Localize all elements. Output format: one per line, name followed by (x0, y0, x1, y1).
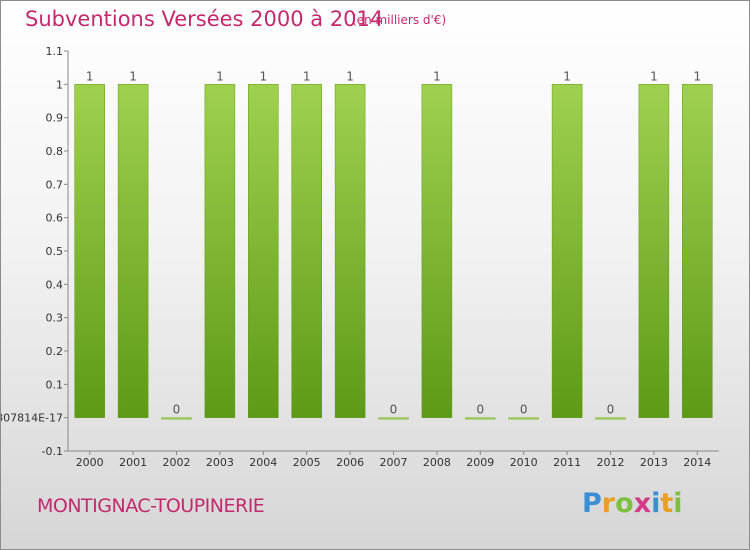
x-tick-label: 2007 (380, 456, 408, 469)
bar-value-label: 1 (86, 69, 94, 83)
chart-unit: (en milliers d'€) (352, 13, 447, 27)
bar (551, 84, 583, 418)
logo-letter: r (601, 488, 616, 519)
y-tick-label: 0.7 (46, 178, 64, 191)
x-tick-label: 2008 (423, 456, 451, 469)
y-tick-label: 0.8 (46, 145, 64, 158)
x-tick-label: 2005 (293, 456, 321, 469)
proxiti-logo[interactable]: Proxiti (582, 488, 683, 519)
logo-letter: x (633, 488, 652, 519)
bar (421, 84, 453, 418)
bar (291, 84, 322, 418)
y-tick-label: -0.1 (42, 445, 63, 458)
y-tick-label: 1 (56, 78, 63, 91)
bar (682, 84, 713, 418)
x-tick-label: 2003 (206, 456, 234, 469)
bar (508, 417, 539, 420)
y-tick-label: 0.6 (46, 212, 64, 225)
bar-value-label: 1 (693, 69, 701, 83)
bar-value-label: 1 (563, 69, 571, 83)
commune-name: MONTIGNAC-TOUPINERIE (37, 495, 265, 517)
bar-value-label: 1 (216, 69, 224, 83)
bar (465, 417, 496, 420)
x-tick-label: 2000 (76, 456, 104, 469)
x-tick-label: 2011 (553, 456, 581, 469)
y-tick-label: 0.5 (46, 245, 64, 258)
x-tick-label: 2014 (683, 456, 711, 469)
x-tick-label: 2010 (510, 456, 538, 469)
y-tick-label: 0.1 (46, 378, 64, 391)
bar-value-label: 1 (303, 69, 311, 83)
bar-value-label: 1 (129, 69, 137, 83)
bar-value-label: 0 (173, 403, 181, 417)
bar (378, 417, 409, 420)
bar-value-label: 1 (650, 69, 658, 83)
bar-value-label: 1 (259, 69, 267, 83)
bar-value-label: 1 (346, 69, 354, 83)
x-tick-label: 2002 (163, 456, 191, 469)
x-tick-label: 2004 (249, 456, 277, 469)
x-tick-label: 2012 (597, 456, 625, 469)
logo-letter: t (660, 488, 674, 519)
y-tick-label: 1.3877787807814E-17 (1, 412, 63, 425)
bar-value-label: 0 (390, 403, 398, 417)
bar-value-label: 0 (607, 403, 615, 417)
bar-value-label: 1 (433, 69, 441, 83)
logo-letter: i (651, 488, 661, 519)
x-tick-label: 2006 (336, 456, 364, 469)
bar (161, 417, 192, 420)
logo-letter: i (673, 488, 683, 519)
x-tick-label: 2013 (640, 456, 668, 469)
bar-value-label: 0 (520, 403, 528, 417)
bar (334, 84, 366, 418)
chart-title: Subventions Versées 2000 à 2014 (25, 7, 384, 31)
bar (638, 84, 670, 418)
logo-letter: P (582, 488, 602, 519)
y-tick-label: 0.2 (46, 345, 64, 358)
logo-letter: o (615, 488, 634, 519)
bar (117, 84, 149, 418)
y-tick-label: 1.1 (46, 45, 64, 58)
y-tick-label: 0.4 (46, 278, 64, 291)
y-tick-label: 0.3 (46, 312, 64, 325)
x-tick-label: 2009 (466, 456, 494, 469)
y-tick-label: 0.9 (46, 112, 64, 125)
bar-value-label: 0 (476, 403, 484, 417)
x-tick-label: 2001 (119, 456, 147, 469)
bar (595, 417, 626, 420)
bar (74, 84, 105, 418)
bar (204, 84, 236, 418)
bar (248, 84, 279, 418)
